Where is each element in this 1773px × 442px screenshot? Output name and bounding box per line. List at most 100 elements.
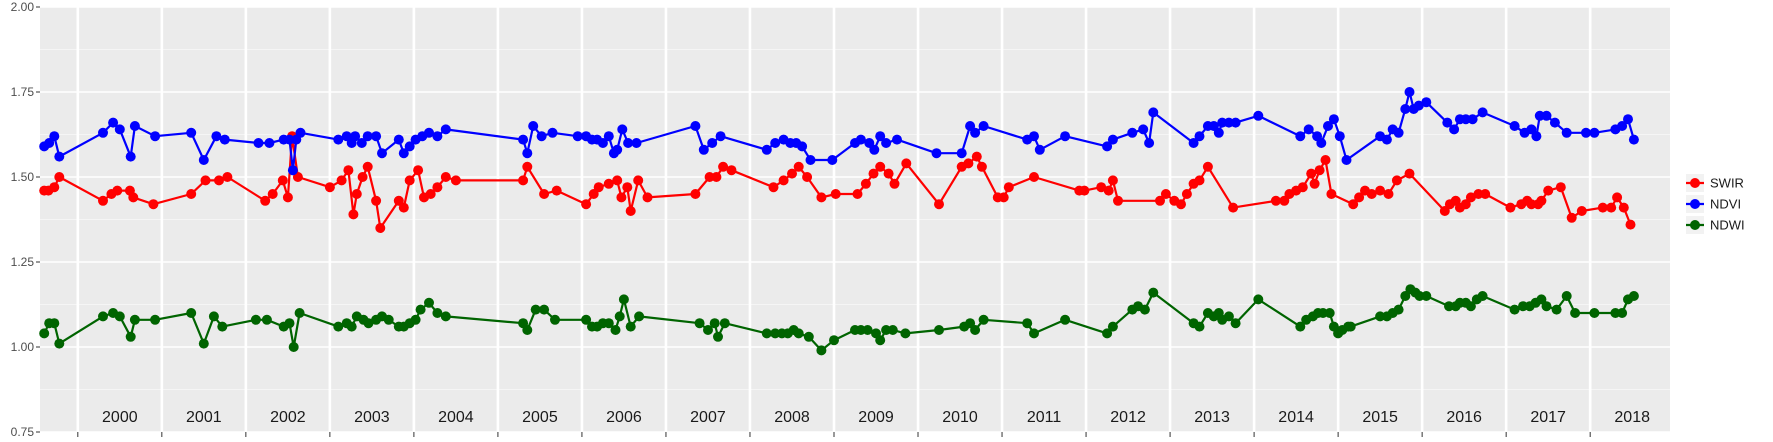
ndwi-data-point (1393, 304, 1404, 315)
ndwi-data-point (1541, 301, 1552, 312)
ndvi-data-point (1029, 131, 1039, 142)
swir-data-point (852, 189, 863, 199)
year-label: 2015 (1362, 409, 1398, 426)
ndwi-data-point (98, 311, 108, 322)
swir-data-point (450, 175, 461, 186)
swir-data-point (963, 158, 974, 169)
year-labels: 2000 2001 2002 2003 2004 2005 2006 2007 2008 2009… (102, 409, 1650, 426)
ndvi-data-point (49, 131, 60, 142)
ndwi-data-point (410, 314, 421, 325)
swir-legend-label: SWIR (1710, 176, 1744, 191)
ndwi-data-point (1223, 311, 1234, 322)
swir-data-point (1480, 189, 1491, 199)
year-label: 2016 (1446, 409, 1482, 426)
swir-data-point (1194, 175, 1205, 186)
ndvi-data-point (597, 138, 608, 148)
swir-data-point (612, 175, 623, 186)
ndwi-data-point (1465, 301, 1476, 312)
ndwi-data-point (114, 311, 125, 322)
ndwi-legend-marker (1690, 220, 1700, 230)
swir-data-point (1113, 195, 1123, 206)
ndwi-data-point (333, 321, 344, 332)
swir-data-point (1306, 168, 1317, 179)
ndvi-data-point (1442, 117, 1453, 128)
swir-data-point (1348, 199, 1359, 210)
swir-data-point (860, 178, 871, 189)
swir-data-point (622, 182, 633, 193)
swir-data-point (711, 172, 722, 182)
ndvi-data-point (129, 121, 140, 131)
swir-data-point (642, 192, 653, 203)
year-label: 2007 (690, 409, 726, 426)
swir-data-point (348, 209, 359, 220)
swir-data-point (282, 192, 293, 203)
ndwi-data-point (793, 328, 804, 339)
swir-data-point (889, 178, 900, 189)
ndwi-data-point (614, 311, 625, 322)
ndvi-data-point (1034, 144, 1045, 155)
ndwi-data-point (634, 311, 645, 322)
ndwi-data-point (803, 331, 814, 342)
ndvi-data-point (1467, 114, 1478, 125)
swir-data-point (1366, 189, 1377, 199)
swir-data-point (1612, 192, 1623, 203)
swir-data-point (357, 172, 368, 182)
swir-data-point (1326, 189, 1337, 199)
ndvi-data-point (1617, 121, 1628, 131)
ndvi-data-point (612, 144, 623, 155)
swir-data-point (343, 165, 354, 176)
ndvi-data-point (1060, 131, 1071, 142)
y-axis: 0.75 1.00 1.25 1.50 1.75 2.00 (11, 0, 40, 439)
swir-data-point (816, 192, 827, 203)
ndwi-data-point (1022, 318, 1033, 329)
swir-data-point (54, 172, 65, 182)
swir-data-point (1505, 202, 1516, 213)
ndvi-data-point (1400, 104, 1411, 114)
x-axis (77, 432, 1591, 437)
ndwi-data-point (346, 321, 357, 332)
swir-data-point (581, 199, 592, 210)
year-label: 2011 (1027, 409, 1062, 426)
swir-data-point (998, 192, 1009, 203)
ndwi-data-point (625, 321, 636, 332)
ndvi-data-point (264, 138, 275, 148)
y-tick-label: 2.00 (11, 0, 35, 14)
ndwi-data-point (261, 314, 272, 325)
year-label: 2002 (270, 409, 306, 426)
ndvi-data-point (350, 131, 361, 142)
swir-data-point (277, 175, 288, 186)
ndvi-data-point (805, 155, 816, 165)
ndvi-data-point (770, 138, 781, 148)
ndwi-data-point (581, 314, 592, 325)
ndwi-data-point (610, 325, 621, 335)
year-label: 2006 (606, 409, 642, 426)
ndvi-data-point (956, 148, 967, 159)
ndvi-data-point (1477, 107, 1488, 118)
ndwi-data-point (829, 335, 839, 346)
year-label: 2000 (102, 409, 138, 426)
ndwi-data-point (250, 314, 261, 325)
swir-data-point (1103, 185, 1114, 196)
swir-data-point (901, 158, 912, 169)
swir-data-point (539, 189, 550, 199)
swir-data-point (148, 199, 159, 210)
swir-data-point (971, 151, 982, 162)
ndvi-data-point (617, 124, 628, 135)
ndvi-data-point (362, 131, 373, 142)
ndwi-data-point (440, 311, 451, 322)
swir-data-point (186, 189, 197, 199)
swir-data-point (1375, 185, 1386, 196)
ndwi-data-point (887, 325, 898, 335)
ndvi-data-point (186, 127, 197, 138)
swir-data-point (432, 182, 443, 193)
ndvi-data-point (572, 131, 583, 142)
swir-data-point (1625, 219, 1636, 230)
ndvi-data-point (1316, 138, 1327, 148)
swir-data-point (875, 161, 886, 172)
year-label: 2012 (1110, 409, 1146, 426)
swir-data-point (1391, 175, 1402, 186)
ndvi-data-point (219, 134, 230, 145)
swir-data-point (1543, 185, 1554, 196)
swir-data-point (625, 206, 636, 216)
ndwi-data-point (150, 314, 161, 325)
